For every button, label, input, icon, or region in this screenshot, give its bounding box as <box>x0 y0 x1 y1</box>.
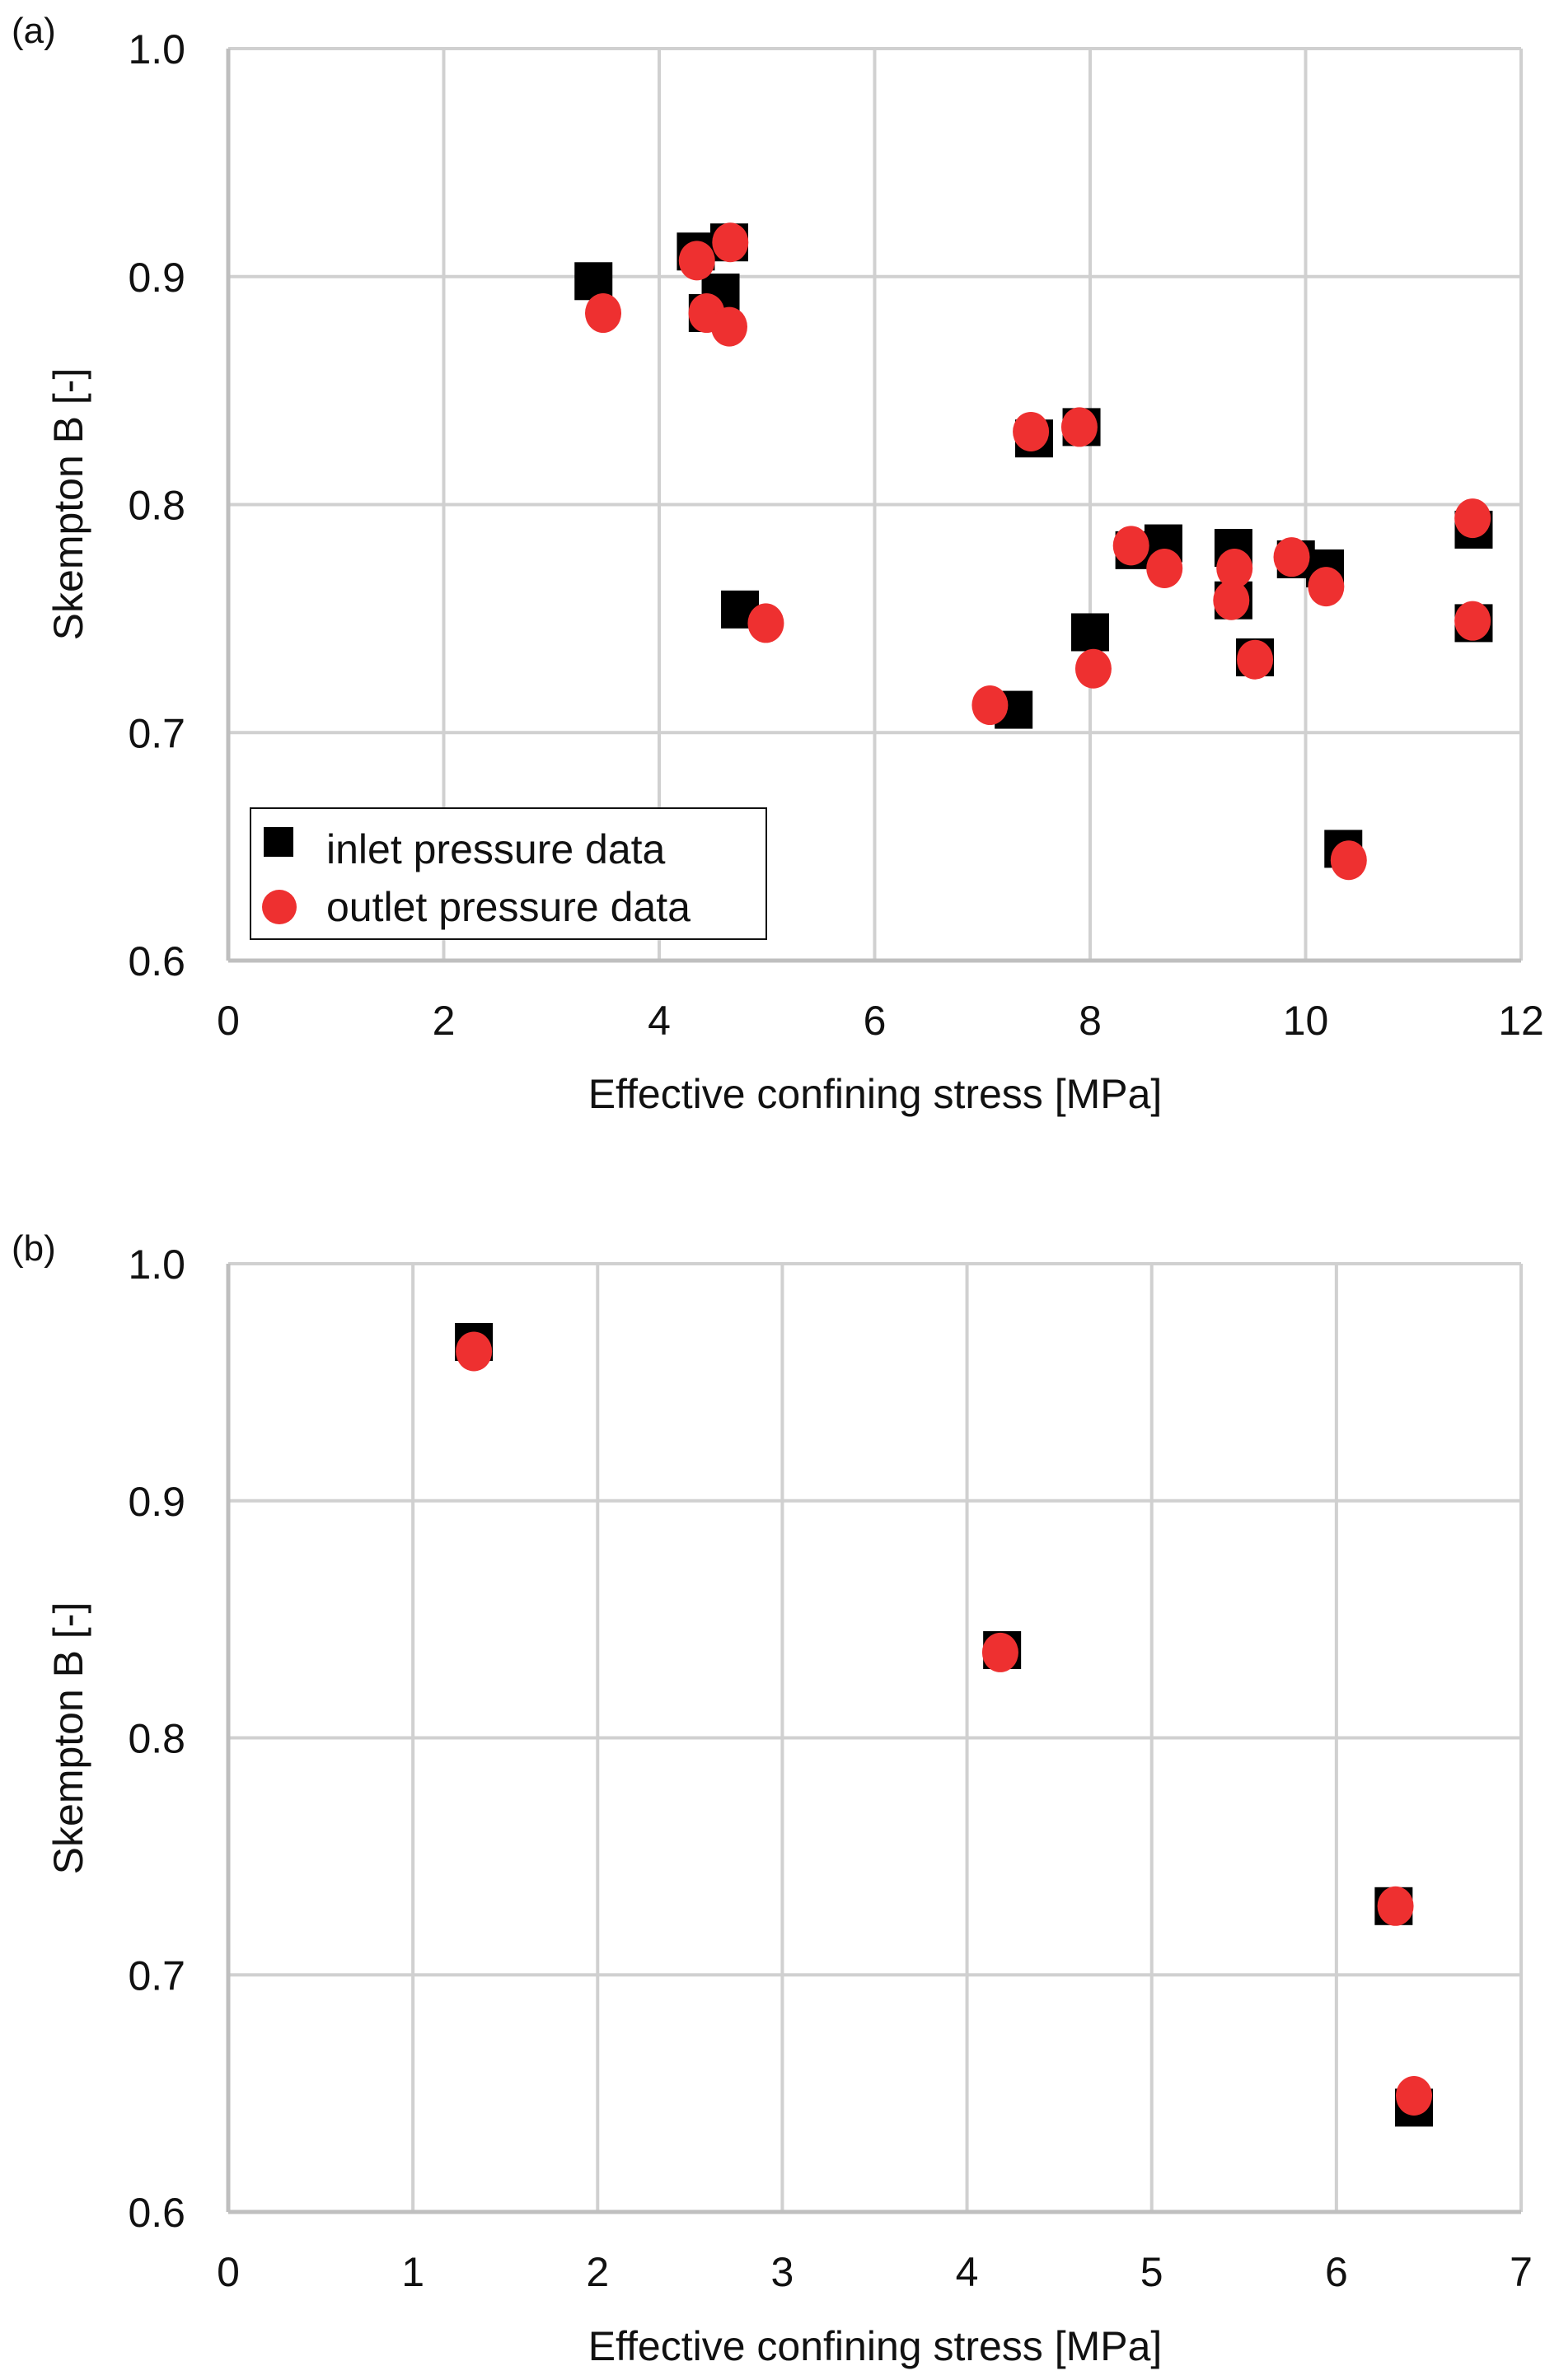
x-tick-label-a: 0 <box>217 998 240 1044</box>
outlet-point <box>1308 567 1345 607</box>
marks-a <box>574 222 1493 881</box>
outlet-point <box>585 293 622 334</box>
outlet-point <box>747 603 784 643</box>
legend-a: inlet pressure data outlet pressure data <box>250 807 767 940</box>
x-tick-label-b: 0 <box>217 2249 240 2295</box>
outlet-point <box>1213 580 1250 620</box>
legend-label-inlet: inlet pressure data <box>326 826 666 872</box>
y-tick-label-a: 1.0 <box>128 26 185 72</box>
y-axis-title-a: Skempton B [-] <box>45 368 91 641</box>
y-tick-label-b: 0.6 <box>128 2190 185 2236</box>
outlet-point <box>712 222 749 263</box>
outlet-point <box>981 1632 1018 1672</box>
x-tick-label-a: 2 <box>433 998 456 1044</box>
x-tick-label-b: 2 <box>586 2249 609 2295</box>
x-tick-label-a: 10 <box>1283 998 1329 1044</box>
grid-b <box>226 1262 1523 2214</box>
panel-label-a: (a) <box>12 11 56 51</box>
panel-label-b: (b) <box>12 1228 56 1269</box>
outlet-point <box>1377 1886 1414 1926</box>
legend-box <box>250 807 767 940</box>
x-axis-title-a: Effective confining stress [MPa] <box>588 1071 1163 1117</box>
x-tick-label-b: 4 <box>956 2249 979 2295</box>
outlet-point <box>1146 548 1183 588</box>
x-tick-label-a: 6 <box>864 998 887 1044</box>
outlet-point <box>1395 2076 1432 2116</box>
panel-b: (b) 0 1 2 3 4 5 6 7 0.6 0.7 0.8 0.9 1.0 Effective co… <box>12 1228 1533 2369</box>
legend-circle-icon <box>262 890 297 924</box>
y-tick-label-a: 0.9 <box>128 255 185 301</box>
marks-b <box>455 1322 1433 2127</box>
outlet-point <box>1013 411 1050 451</box>
y-axis-title-b: Skempton B [-] <box>45 1602 91 1875</box>
x-tick-label-b: 6 <box>1325 2249 1348 2295</box>
outlet-point <box>1237 639 1274 680</box>
x-tick-label-b: 5 <box>1140 2249 1163 2295</box>
ticks-a: 0 2 4 6 8 10 12 0.6 0.7 0.8 0.9 1.0 <box>128 26 1543 1044</box>
y-tick-label-b: 0.8 <box>128 1716 185 1762</box>
x-tick-label-b: 3 <box>771 2249 794 2295</box>
outlet-point <box>971 685 1009 726</box>
outlet-point <box>1454 601 1491 641</box>
x-tick-label-a: 4 <box>648 998 671 1044</box>
outlet-point <box>1454 498 1491 539</box>
outlet-point <box>1112 526 1149 566</box>
y-tick-label-b: 1.0 <box>128 1241 185 1288</box>
x-tick-label-a: 12 <box>1498 998 1544 1044</box>
y-tick-label-a: 0.8 <box>128 483 185 529</box>
outlet-point <box>678 241 715 281</box>
x-tick-label-b: 7 <box>1510 2249 1533 2295</box>
y-tick-label-a: 0.6 <box>128 938 185 984</box>
legend-square-icon <box>264 827 293 857</box>
x-tick-label-a: 8 <box>1079 998 1102 1044</box>
outlet-point <box>1074 648 1112 689</box>
y-tick-label-b: 0.9 <box>128 1479 185 1525</box>
outlet-point <box>1273 537 1310 577</box>
outlet-point <box>1060 407 1098 447</box>
panel-a: (a) 0 2 4 6 8 10 12 0.6 0.7 0.8 0.9 1.0 Effective c… <box>12 11 1544 1117</box>
x-axis-title-b: Effective confining stress [MPa] <box>588 2323 1163 2369</box>
y-tick-label-b: 0.7 <box>128 1952 185 1999</box>
outlet-point <box>710 306 747 347</box>
outlet-point <box>1330 840 1367 881</box>
outlet-point <box>1216 548 1253 588</box>
y-tick-label-a: 0.7 <box>128 710 185 756</box>
legend-label-outlet: outlet pressure data <box>326 884 691 930</box>
ticks-b: 0 1 2 3 4 5 6 7 0.6 0.7 0.8 0.9 1.0 <box>128 1241 1532 2295</box>
x-tick-label-b: 1 <box>401 2249 424 2295</box>
outlet-point <box>456 1331 493 1372</box>
grid-a <box>226 47 1523 963</box>
inlet-point <box>1071 613 1109 652</box>
